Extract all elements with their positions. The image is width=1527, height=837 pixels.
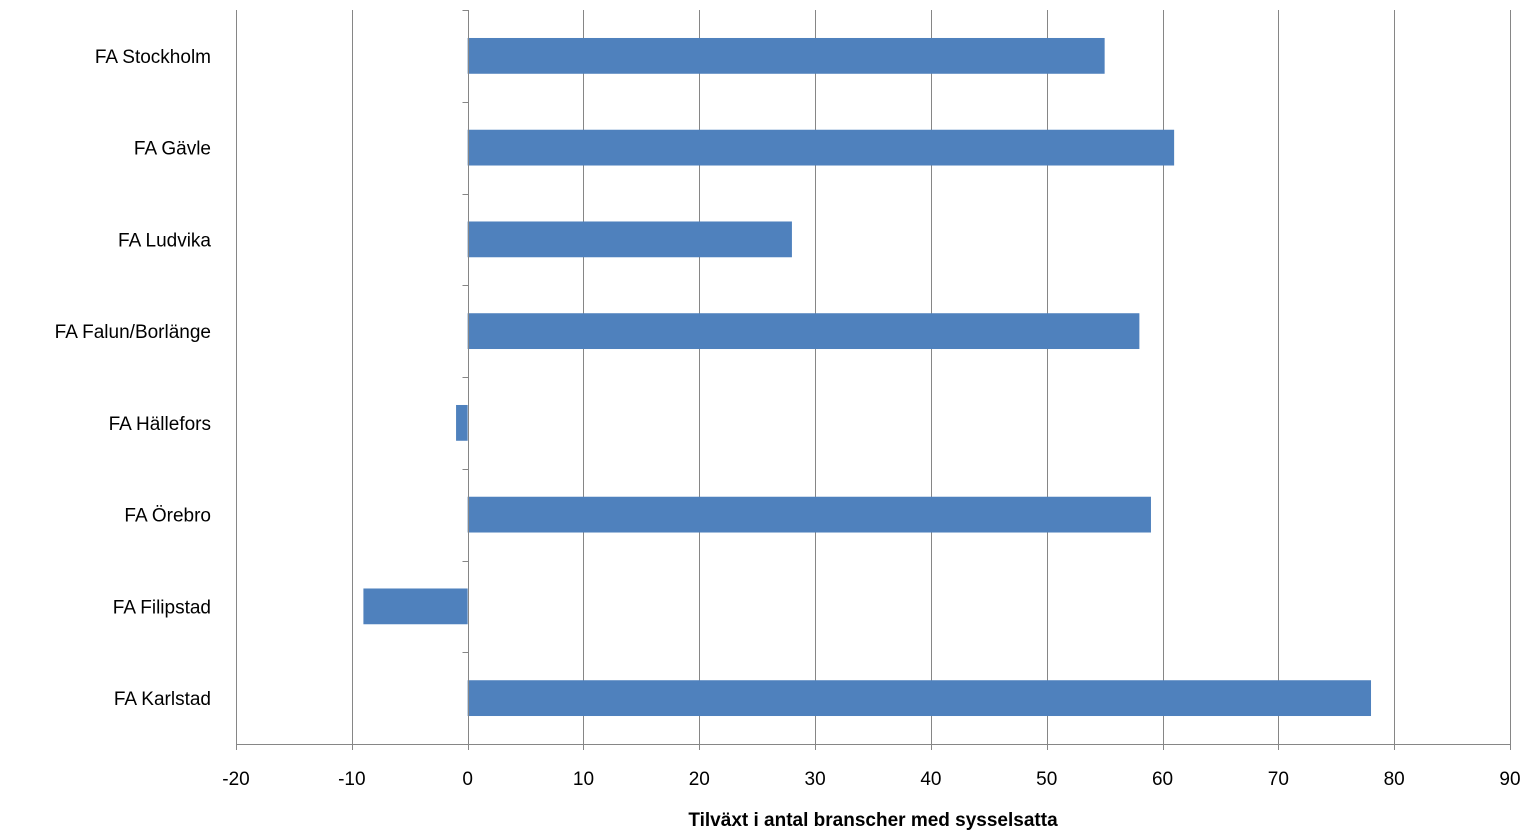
x-tick-label: 50 [1036,769,1057,790]
axes [236,10,1511,750]
bar [467,129,1175,166]
x-tick-label: 90 [1499,769,1520,790]
x-tick-label: -10 [338,769,365,790]
category-label: FA Filipstad [113,597,211,618]
category-label: FA Örebro [124,506,211,527]
x-tick-label: -20 [222,769,249,790]
category-label: FA Falun/Borlänge [55,322,211,343]
bar [467,496,1151,533]
bar [467,221,792,258]
bar [467,313,1140,350]
x-tick-label: 80 [1384,769,1405,790]
x-axis-title: Tilväxt i antal branscher med sysselsatt… [688,810,1058,831]
gridlines [236,10,1511,744]
category-label: FA Ludvika [118,230,211,251]
x-tick-label: 20 [689,769,710,790]
category-label: FA Gävle [134,139,211,160]
x-tick-label: 70 [1268,769,1289,790]
category-label: FA Hällefors [109,414,211,435]
bar [363,588,468,625]
category-label: FA Stockholm [95,47,211,68]
bar [467,37,1105,74]
labels: -20 -10 0 10 20 30 40 50 60 70 80 90 FA Stockholm FA … [55,47,1521,790]
x-tick-label: 60 [1152,769,1173,790]
category-label: FA Karlstad [114,689,211,710]
x-tick-label: 10 [573,769,594,790]
x-tick-label: 0 [462,769,473,790]
x-tick-label: 40 [920,769,941,790]
bar [456,404,468,441]
bars [363,37,1372,717]
x-tick-label: 30 [805,769,826,790]
bar [467,680,1372,717]
